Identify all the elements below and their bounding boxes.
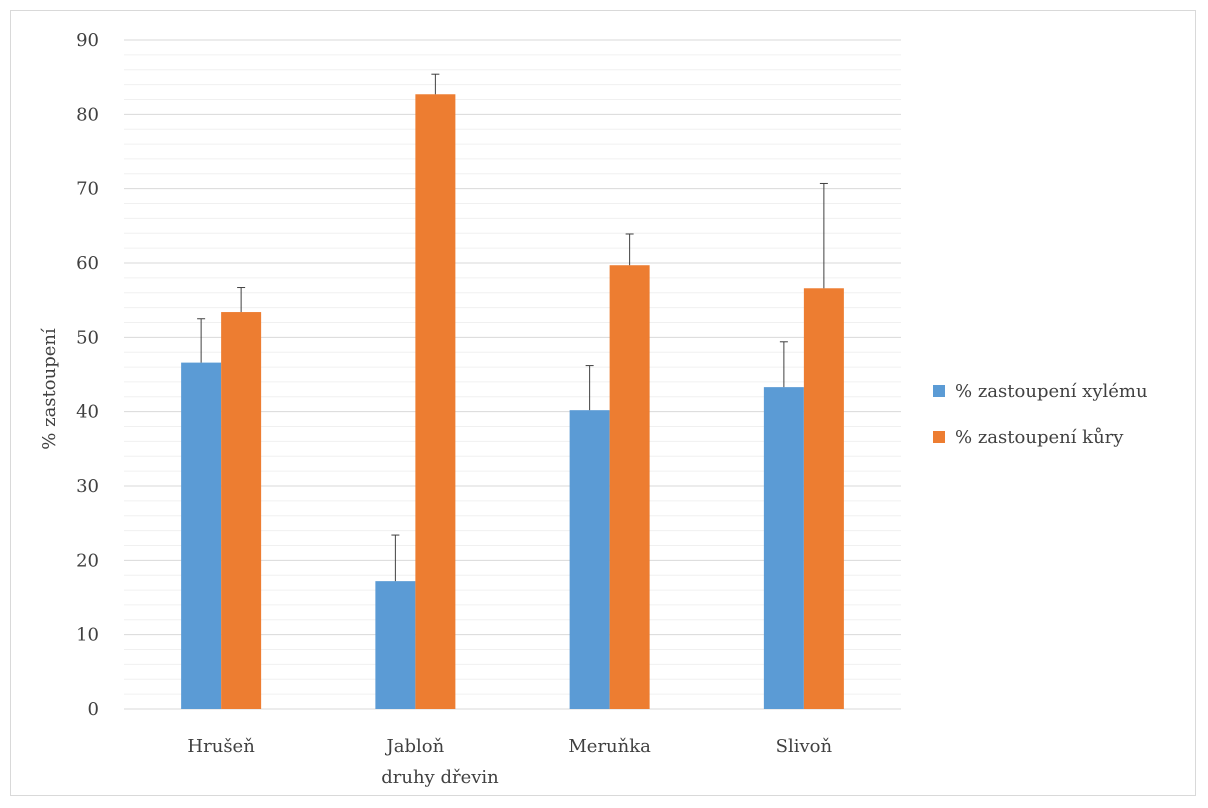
bar (803, 288, 844, 709)
bar-chart: 0 10 20 30 40 50 60 70 80 90 Hrušeň Jabloň Meruňka S… (39, 30, 1148, 788)
y-tick-label: 0 (88, 699, 99, 720)
x-category-label: Hrušeň (187, 736, 255, 757)
bars (181, 73, 844, 710)
y-tick-label: 60 (76, 253, 99, 274)
y-tick-label: 20 (76, 550, 99, 571)
x-category-label: Slivoň (776, 736, 833, 757)
y-tick-label: 50 (76, 327, 99, 348)
y-tick-label: 40 (76, 402, 99, 423)
x-category-label: Meruňka (568, 736, 651, 757)
bar (569, 410, 610, 709)
y-axis-title: % zastoupení (39, 328, 60, 450)
legend-swatch (933, 385, 945, 397)
legend-label: % zastoupení xylému (955, 381, 1148, 402)
y-tick-labels: 0 10 20 30 40 50 60 70 80 90 (76, 30, 99, 720)
x-axis-title: druhy dřevin (381, 767, 499, 788)
y-tick-label: 80 (76, 104, 99, 125)
bar (415, 94, 456, 710)
y-tick-label: 10 (76, 625, 99, 646)
y-tick-label: 70 (76, 179, 99, 200)
bar (181, 362, 222, 709)
bar (763, 387, 804, 709)
bar (375, 581, 416, 709)
bar (609, 265, 650, 709)
legend: % zastoupení xylému % zastoupení kůry (933, 381, 1148, 448)
y-tick-label: 90 (76, 30, 99, 51)
legend-label: % zastoupení kůry (955, 426, 1124, 448)
x-category-labels: Hrušeň Jabloň Meruňka Slivoň (187, 736, 832, 757)
y-tick-label: 30 (76, 476, 99, 497)
x-category-label: Jabloň (385, 736, 445, 757)
legend-swatch (933, 431, 945, 443)
bar (221, 312, 262, 709)
chart-frame: 0 10 20 30 40 50 60 70 80 90 Hrušeň Jabloň Meruňka S… (10, 10, 1196, 796)
